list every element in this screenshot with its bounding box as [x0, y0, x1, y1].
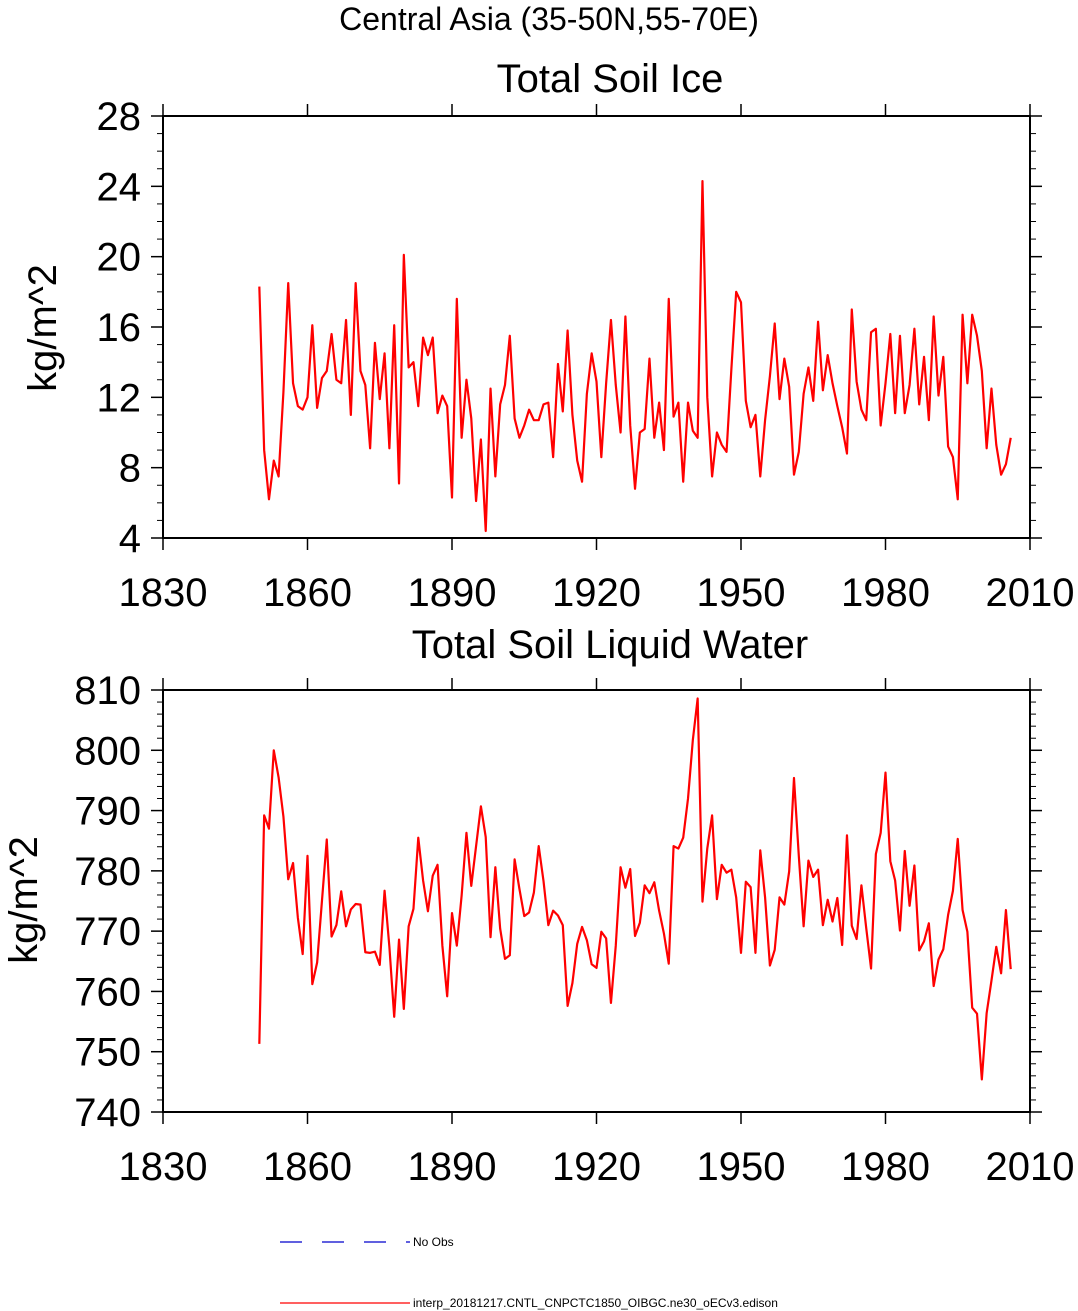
soil-ice-chart-title: Total Soil Ice [497, 57, 724, 101]
soil-ice-y-axis-label: kg/m^2 [21, 264, 65, 392]
soil-ice-plot-frame [162, 115, 1031, 539]
x-tick-label: 1890 [408, 571, 497, 615]
x-tick-label: 1950 [697, 571, 786, 615]
x-tick-label: 2010 [986, 1145, 1075, 1189]
x-tick-label: 1890 [408, 1145, 497, 1189]
soil-ice-axis-ticks [151, 104, 1042, 550]
y-tick-label: 790 [74, 790, 141, 834]
x-tick-label: 1830 [119, 571, 208, 615]
x-tick-label: 1920 [552, 1145, 641, 1189]
y-tick-label: 16 [97, 306, 142, 350]
x-tick-label: 1980 [841, 1145, 930, 1189]
x-tick-label: 1920 [552, 571, 641, 615]
soil-ice-panel: Total Soil Ice kg/m^2 1830 1860 1890 1920 19… [21, 57, 1074, 615]
soil-liquid-water-y-tick-labels: 740 750 760 770 780 790 800 810 [74, 669, 141, 1135]
x-tick-label: 1980 [841, 571, 930, 615]
x-tick-label: 1950 [697, 1145, 786, 1189]
y-tick-label: 740 [74, 1091, 141, 1135]
y-tick-label: 24 [97, 165, 142, 209]
y-tick-label: 780 [74, 850, 141, 894]
soil-ice-y-tick-labels: 4 8 12 16 20 24 28 [97, 95, 142, 561]
y-tick-label: 28 [97, 95, 142, 139]
y-tick-label: 4 [119, 517, 141, 561]
y-tick-label: 800 [74, 729, 141, 773]
soil-liquid-water-y-axis-label: kg/m^2 [2, 836, 46, 964]
soil-ice-x-tick-labels: 1830 1860 1890 1920 1950 1980 2010 [119, 571, 1075, 615]
soil-liquid-water-chart-title: Total Soil Liquid Water [412, 623, 808, 667]
x-tick-label: 1860 [263, 1145, 352, 1189]
x-tick-label: 1860 [263, 571, 352, 615]
soil-liquid-water-x-tick-labels: 1830 1860 1890 1920 1950 1980 2010 [119, 1145, 1075, 1189]
soil-liquid-water-panel: Total Soil Liquid Water kg/m^2 1830 1860 1… [2, 623, 1074, 1189]
soil-liquid-water-series-line [258, 697, 1012, 1081]
y-tick-label: 20 [97, 236, 142, 280]
legend-model-run-label: interp_20181217.CNTL_CNPCTC1850_OIBGC.ne… [413, 1296, 778, 1310]
figure-title: Central Asia (35-50N,55-70E) [339, 1, 759, 37]
y-tick-label: 8 [119, 447, 141, 491]
y-tick-label: 770 [74, 910, 141, 954]
x-tick-label: 1830 [119, 1145, 208, 1189]
y-tick-label: 760 [74, 970, 141, 1014]
legend-no-obs-label: No Obs [413, 1235, 454, 1249]
y-tick-label: 750 [74, 1031, 141, 1075]
y-tick-label: 12 [97, 376, 142, 420]
x-tick-label: 2010 [986, 571, 1075, 615]
legend: No Obs interp_20181217.CNTL_CNPCTC1850_O… [280, 1235, 778, 1310]
soil-ice-series-line [258, 179, 1012, 533]
soil-liquid-water-plot-frame [162, 689, 1031, 1113]
y-tick-label: 810 [74, 669, 141, 713]
